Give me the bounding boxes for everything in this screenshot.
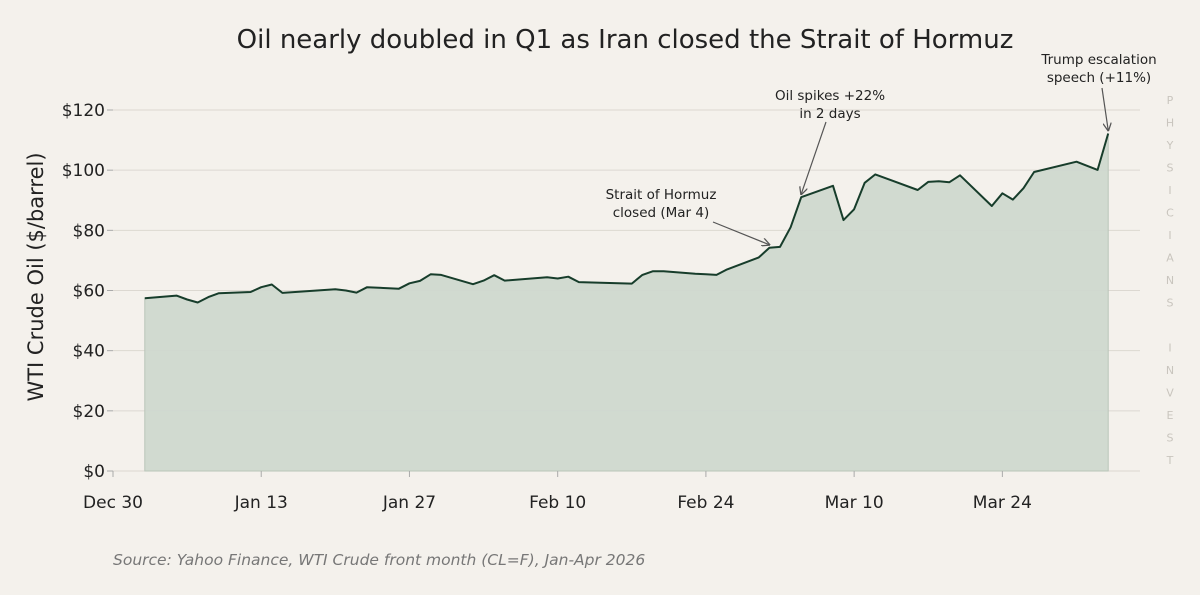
annotation-text: speech (+11%)	[1047, 70, 1151, 86]
x-tick-label: Mar 24	[973, 493, 1032, 513]
watermark-letter: Y	[1166, 139, 1174, 152]
watermark-letter: N	[1166, 364, 1174, 377]
watermark-letter: I	[1168, 184, 1171, 197]
series-line	[144, 133, 1110, 304]
y-tick-label: $0	[83, 462, 105, 482]
y-tick-label: $120	[62, 101, 105, 121]
watermark-letter: E	[1167, 409, 1174, 422]
annotation-text: in 2 days	[799, 106, 860, 122]
watermark-letter: A	[1166, 252, 1174, 265]
x-tick-label: Jan 13	[234, 493, 288, 513]
annotation-arrow	[1101, 87, 1108, 130]
watermark-letter: T	[1166, 454, 1174, 467]
annotation-text: Trump escalation	[1040, 52, 1156, 68]
watermark-letter: I	[1168, 342, 1171, 355]
plot-area	[144, 133, 1110, 472]
x-tick-label: Feb 24	[677, 493, 734, 513]
x-tick-label: Feb 10	[529, 493, 586, 513]
annotation-arrow	[712, 221, 769, 245]
watermark-letter: P	[1167, 94, 1174, 107]
annotations: Strait of Hormuz closed (Mar 4) Oil spikes…	[606, 52, 1157, 245]
y-tick-label: $20	[73, 402, 105, 422]
annotation-text: closed (Mar 4)	[613, 205, 710, 221]
x-tick-label: Mar 10	[825, 493, 884, 513]
x-axis: Dec 30 Jan 13 Jan 27 Feb 10 Feb 24 Mar 10 Mar …	[83, 471, 1032, 513]
y-tick-label: $100	[62, 161, 105, 181]
watermark-letter: I	[1168, 229, 1171, 242]
source-note: Source: Yahoo Finance, WTI Crude front m…	[113, 551, 645, 569]
watermark-letter: H	[1166, 117, 1174, 130]
watermark-letter: S	[1167, 297, 1174, 310]
x-tick-label: Dec 30	[83, 493, 143, 513]
annotation-text: Oil spikes +22%	[775, 88, 885, 104]
watermark-letter: S	[1167, 162, 1174, 175]
x-tick-label: Jan 27	[382, 493, 436, 513]
annotation-arrow	[801, 121, 827, 194]
chart-title: Oil nearly doubled in Q1 as Iran closed …	[237, 25, 1014, 55]
y-axis: $0 $20 $40 $60 $80 $100 $120	[62, 101, 113, 482]
watermark-letter: S	[1167, 432, 1174, 445]
annotation-text: Strait of Hormuz	[606, 187, 717, 203]
watermark-letter: V	[1166, 387, 1174, 400]
watermark-letter: C	[1166, 207, 1174, 220]
watermark-letter: N	[1166, 274, 1174, 287]
y-axis-label: WTI Crude Oil ($/barrel)	[24, 152, 48, 401]
y-tick-label: $80	[73, 221, 105, 241]
y-tick-label: $40	[73, 342, 105, 362]
series-area	[144, 133, 1109, 472]
y-tick-label: $60	[73, 282, 105, 302]
